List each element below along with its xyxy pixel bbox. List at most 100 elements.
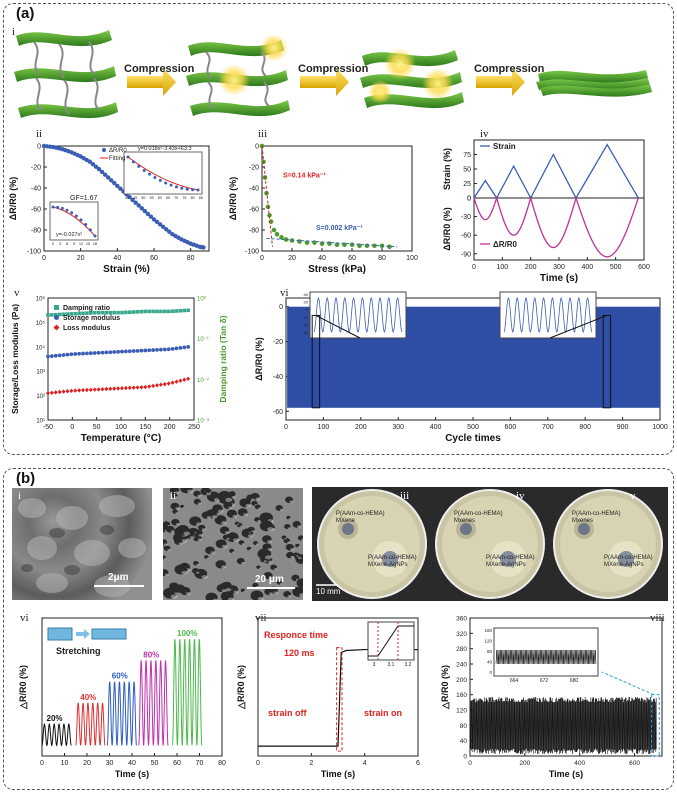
petri-label-bottom: P(AAm-co-HEMA): [604, 555, 653, 561]
inset-x-tick: 3: [373, 662, 376, 668]
sub-label-b-iii: iii: [400, 490, 410, 502]
loss-point: [127, 385, 132, 391]
pore-rim: [209, 491, 212, 493]
x-axis-label: Time (s): [549, 769, 583, 779]
pore-rim: [287, 527, 291, 530]
pore: [298, 559, 303, 565]
inset-right-x-tick: 70: [174, 196, 178, 200]
loss-point: [119, 386, 124, 391]
storage-point: [69, 352, 74, 357]
storage-point: [85, 351, 89, 356]
sem-image-i: 2μm: [12, 488, 152, 600]
compression-label-2: Compression: [298, 63, 369, 75]
storage-point: [147, 348, 152, 353]
pore-rim: [258, 507, 262, 510]
sample-bottom: [500, 551, 516, 567]
pore-rim: [175, 512, 178, 514]
inset-x-tick: 3.2: [405, 662, 412, 668]
damping-point: [50, 313, 54, 317]
damping-point: [69, 312, 74, 316]
pore-rim: [241, 543, 245, 545]
inset-left-x-tick: 18: [93, 242, 97, 246]
pore-rim: [212, 598, 219, 600]
pore-rim: [180, 539, 188, 544]
inset-right-point: [131, 160, 135, 164]
sem-image-ii: 20 μm: [163, 488, 303, 600]
y-axis-right-label: Damping ratio (Tan δ): [218, 315, 228, 402]
pore-rim: [206, 492, 212, 496]
y-tick-label: -80: [31, 228, 41, 235]
damping-point: [159, 309, 163, 314]
data-point: [115, 183, 120, 189]
loss-point: [139, 385, 144, 390]
wave-60%: [106, 681, 137, 746]
storage-point: [65, 352, 70, 357]
y-axis-label: ΔR/R0 (%): [228, 177, 238, 220]
x-tick-label: 1000: [652, 424, 668, 431]
storage-point: [151, 348, 156, 352]
storage-point: [162, 347, 167, 352]
y-tick-label: 10²: [36, 394, 45, 400]
y-axis-label: △R/R0 (%): [18, 665, 28, 710]
y-tick-label: -100: [245, 249, 259, 256]
level-label: 100%: [177, 629, 197, 638]
panel-a: [3, 3, 674, 455]
inset-left-x-tick: 6: [66, 242, 68, 246]
inset-y-tick: 40: [304, 292, 309, 297]
pore-rim: [217, 509, 224, 513]
pore-rim: [175, 507, 180, 510]
fit-line-high: [266, 237, 398, 248]
x-tick-label: 20: [77, 255, 85, 262]
inset-left-x-tick: 9: [73, 242, 75, 246]
data-point: [90, 162, 96, 167]
x-tick-label: 100: [115, 424, 127, 431]
wave-80%: [138, 660, 169, 746]
pore-rim: [231, 495, 236, 499]
y-tick-label: 360: [456, 616, 467, 623]
data-point: [274, 231, 280, 237]
petri-scale-label: 10 mm: [316, 587, 341, 596]
pore: [205, 592, 218, 600]
damping-point: [81, 311, 85, 316]
data-point: [154, 219, 160, 225]
annotation-strain-off: strain off: [268, 708, 308, 718]
pore-rim: [239, 525, 243, 528]
loss-point: [88, 387, 93, 392]
data-point: [93, 164, 99, 169]
damping-point: [147, 309, 152, 314]
x-tick-label: 800: [579, 424, 591, 431]
storage-point: [182, 345, 187, 350]
damping-point: [89, 311, 93, 315]
loss-point: [151, 383, 156, 389]
sem-i-scale: 2μm: [108, 572, 129, 583]
x-tick-label: 150: [139, 424, 151, 431]
x-tick-label: 50: [93, 424, 101, 431]
sample-bottom: [382, 551, 398, 567]
pore-rim: [250, 498, 255, 501]
x-tick-label: 6: [416, 760, 420, 767]
petri-label-bottom: P(AAm-co-HEMA): [368, 555, 417, 561]
x-tick-label: 80: [218, 760, 226, 767]
data-point: [96, 166, 102, 172]
legend-marker-data: [102, 148, 106, 152]
loss-point: [123, 385, 128, 391]
inset-right-x-tick: 50: [141, 196, 145, 200]
pore-rim: [225, 497, 233, 502]
loss-point: [112, 386, 117, 391]
y-tick-label: 0: [255, 144, 259, 151]
inset-right-x-tick: 65: [166, 196, 170, 200]
y-tick-label: -20: [273, 339, 283, 346]
structure-4: [536, 70, 652, 97]
x-tick-label: 0: [42, 255, 46, 262]
data-point: [151, 217, 157, 222]
loss-point: [69, 388, 74, 394]
pore-rim: [201, 575, 208, 579]
data-point: [164, 227, 169, 232]
pore-rim: [181, 570, 188, 575]
pore-rim: [185, 592, 191, 596]
damping-point: [143, 309, 148, 314]
pore-rim: [268, 576, 274, 580]
storage-point: [108, 350, 113, 355]
y-tick-label: -100: [27, 249, 41, 256]
